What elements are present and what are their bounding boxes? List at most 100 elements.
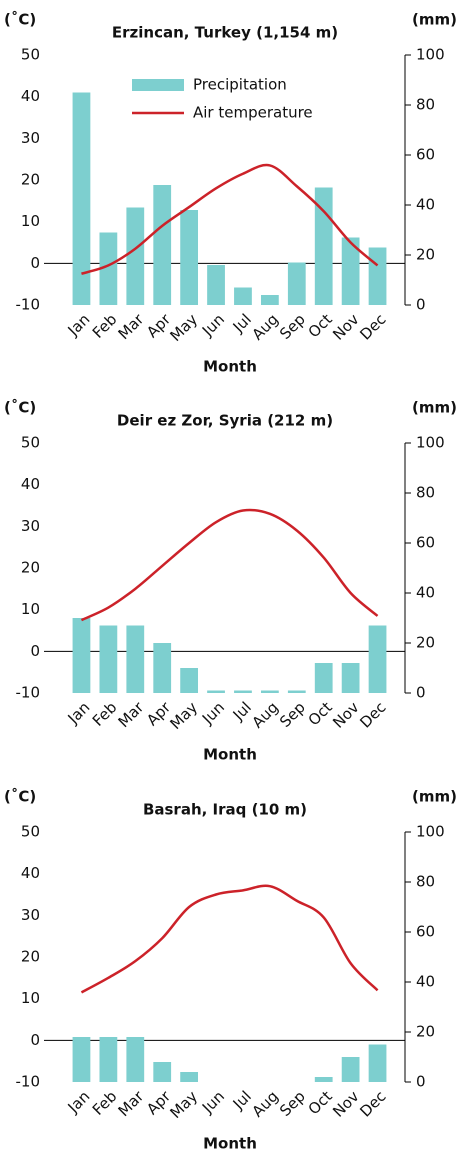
- y-tick-label: 30: [21, 129, 40, 147]
- bar: [314, 1077, 333, 1082]
- y2-axis-label: (mm): [412, 399, 457, 417]
- y2-axis-label: (mm): [412, 11, 457, 29]
- y-tick-label: 40: [21, 475, 40, 493]
- x-tick-label: May: [166, 310, 201, 345]
- y-tick-label: 30: [21, 906, 40, 924]
- bar: [180, 1072, 199, 1082]
- temperature-line: [80, 508, 379, 622]
- temperature-line: [80, 884, 379, 994]
- y2-tick-label: 40: [416, 973, 435, 991]
- legend-label: Air temperature: [193, 104, 313, 122]
- bar: [341, 237, 360, 305]
- bar: [126, 1037, 145, 1082]
- legend-label: Precipitation: [193, 76, 287, 94]
- y-tick-label: -10: [16, 1073, 41, 1091]
- bar: [126, 207, 145, 305]
- y-tick-label: -10: [16, 296, 41, 314]
- y2-tick-label: 20: [416, 1023, 435, 1041]
- x-tick-label: Aug: [248, 698, 281, 731]
- x-tick-label: Sep: [276, 1087, 309, 1120]
- y-tick-label: 40: [21, 864, 40, 882]
- x-tick-label: Mar: [115, 310, 148, 343]
- y-tick-label: 20: [21, 559, 40, 577]
- bar: [368, 625, 387, 693]
- bar: [99, 625, 118, 693]
- x-tick-label: May: [166, 1087, 201, 1122]
- bar: [234, 690, 252, 693]
- bar: [260, 295, 279, 305]
- bar: [314, 663, 333, 693]
- bar: [72, 92, 91, 305]
- y2-tick-label: 40: [416, 196, 435, 214]
- y-axis-label: (˚C): [4, 399, 36, 417]
- x-tick-label: Feb: [89, 1087, 121, 1119]
- bar: [207, 265, 225, 305]
- chart-title: Basrah, Iraq (10 m): [143, 801, 307, 819]
- y2-tick-label: 60: [416, 146, 435, 164]
- y-axis-label: (˚C): [4, 11, 36, 29]
- x-tick-label: Jan: [64, 1087, 94, 1117]
- x-tick-label: Nov: [329, 310, 363, 344]
- y2-tick-label: 20: [416, 634, 435, 652]
- x-tick-label: Nov: [329, 1087, 363, 1121]
- x-tick-label: Feb: [89, 698, 121, 730]
- y2-tick-label: 80: [416, 484, 435, 502]
- x-tick-label: Dec: [356, 310, 389, 343]
- bar: [72, 618, 91, 693]
- chart-title: Erzincan, Turkey (1,154 m): [112, 24, 338, 42]
- x-tick-label: Jun: [198, 1087, 228, 1117]
- x-tick-label: Jan: [64, 698, 94, 728]
- x-tick-label: Oct: [305, 1087, 336, 1118]
- bar: [368, 1044, 387, 1082]
- y-tick-label: 0: [30, 254, 40, 272]
- bar: [99, 232, 118, 305]
- x-tick-label: Feb: [89, 310, 121, 342]
- y2-tick-label: 100: [416, 46, 445, 64]
- y-tick-label: 10: [21, 212, 40, 230]
- y2-tick-label: 0: [416, 684, 426, 702]
- y2-tick-label: 0: [416, 296, 426, 314]
- x-tick-label: Jun: [198, 310, 228, 340]
- y2-tick-label: 100: [416, 434, 445, 452]
- y2-tick-label: 60: [416, 534, 435, 552]
- y2-tick-label: 100: [416, 823, 445, 841]
- y-tick-label: -10: [16, 684, 41, 702]
- x-tick-label: Sep: [276, 698, 309, 731]
- y-tick-label: 20: [21, 171, 40, 189]
- bar: [180, 210, 199, 305]
- y2-tick-label: 20: [416, 246, 435, 264]
- x-tick-label: Jan: [64, 310, 94, 340]
- bar: [287, 690, 306, 693]
- bar: [180, 668, 199, 693]
- legend-swatch: [132, 79, 184, 91]
- x-axis-label: Month: [203, 1135, 257, 1153]
- bar: [99, 1037, 118, 1082]
- x-tick-label: Dec: [356, 1087, 389, 1120]
- x-axis-label: Month: [203, 746, 257, 764]
- y-tick-label: 10: [21, 989, 40, 1007]
- y2-tick-label: 80: [416, 96, 435, 114]
- bar: [72, 1037, 91, 1082]
- x-tick-label: Aug: [248, 310, 281, 343]
- bar: [153, 1062, 172, 1082]
- x-tick-label: Mar: [115, 1087, 148, 1120]
- x-tick-label: Jun: [198, 698, 228, 728]
- x-axis-label: Month: [203, 358, 257, 376]
- bar: [260, 690, 279, 693]
- chart-title: Deir ez Zor, Syria (212 m): [117, 412, 333, 430]
- y-tick-label: 50: [21, 823, 40, 841]
- y-tick-label: 0: [30, 642, 40, 660]
- y-axis-label: (˚C): [4, 788, 36, 806]
- bar: [234, 287, 252, 305]
- y-tick-label: 10: [21, 600, 40, 618]
- y-tick-label: 30: [21, 517, 40, 535]
- temperature-line: [81, 163, 379, 275]
- bar: [153, 185, 172, 305]
- y2-axis-label: (mm): [412, 788, 457, 806]
- bar: [341, 1057, 360, 1082]
- y-tick-label: 20: [21, 948, 40, 966]
- x-tick-label: Sep: [276, 310, 309, 343]
- bar: [341, 663, 360, 693]
- y2-tick-label: 60: [416, 923, 435, 941]
